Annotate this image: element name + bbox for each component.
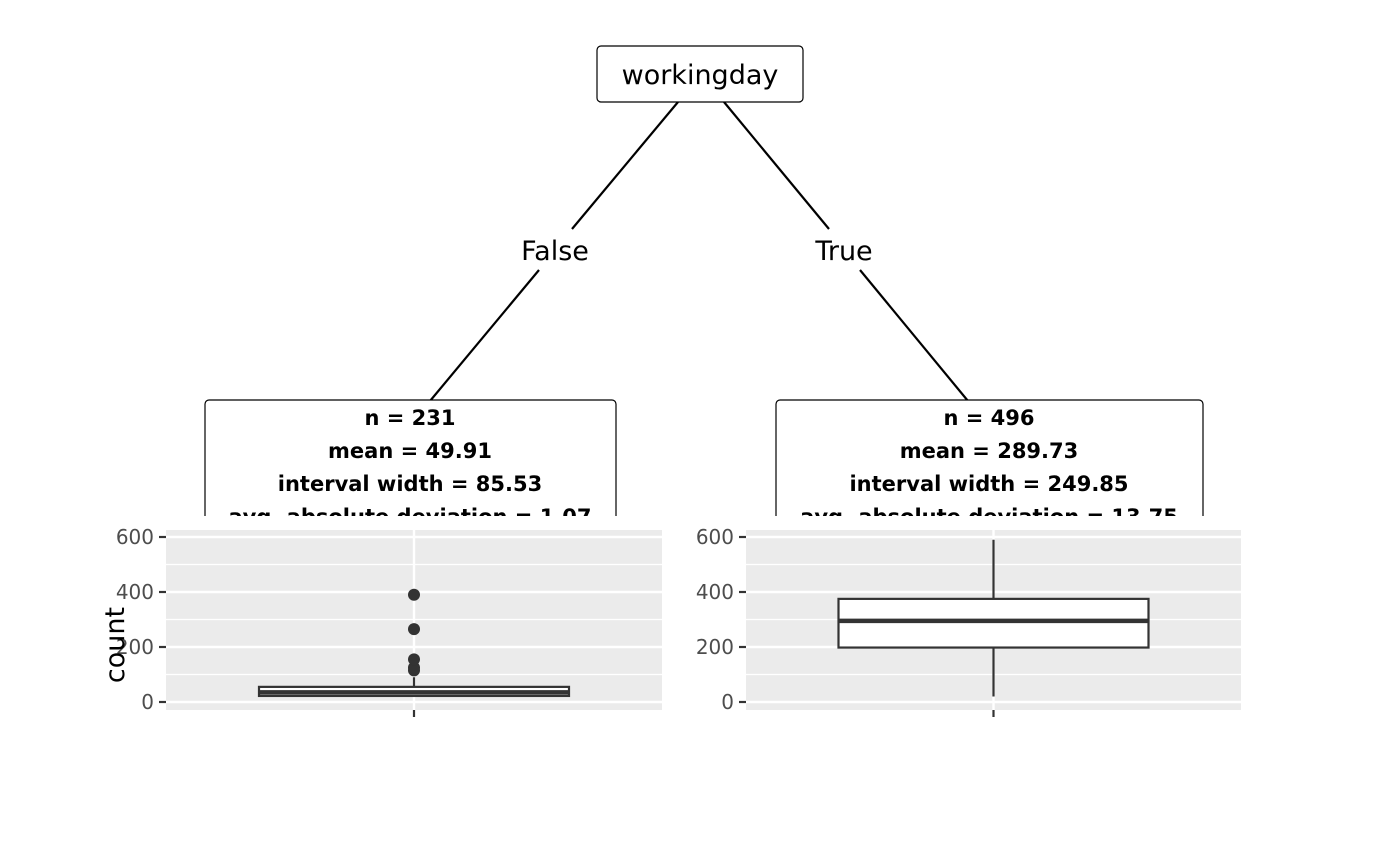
leaf-stat-n: n = 231 <box>364 406 455 430</box>
outlier-point <box>408 653 420 666</box>
y-tick-label: 600 <box>116 525 154 549</box>
leaf-node-true: n = 496 mean = 289.73 interval width = 2… <box>775 399 1204 537</box>
leaf-node-false: n = 231 mean = 49.91 interval width = 85… <box>204 399 617 537</box>
leaf-stat-n: n = 496 <box>943 406 1034 430</box>
outlier-point <box>408 623 420 636</box>
panel-strip-background <box>0 516 1400 532</box>
leaf-stat-interval-width: interval width = 249.85 <box>849 472 1128 496</box>
boxplot-panel-true: 0 200 400 600 <box>696 525 1241 717</box>
edge-false-upper <box>571 101 679 230</box>
root-node: workingday <box>596 45 804 103</box>
interquartile-box <box>837 597 1150 649</box>
y-tick-label: 200 <box>696 635 734 659</box>
edge-true-lower <box>859 269 969 402</box>
y-tick-label: 600 <box>696 525 734 549</box>
y-tick-label: 200 <box>116 635 154 659</box>
y-tick-label: 400 <box>116 580 154 604</box>
leaf-stat-mean: mean = 49.91 <box>328 439 492 463</box>
edge-true-upper <box>723 101 830 230</box>
boxplot-panel-false: 0 200 400 600 <box>116 525 662 717</box>
outlier-point <box>408 661 420 674</box>
y-tick-label: 400 <box>696 580 734 604</box>
leaf-stat-interval-width: interval width = 85.53 <box>278 472 542 496</box>
y-tick-label: 0 <box>721 690 734 714</box>
y-axis-title: count <box>100 607 131 683</box>
edge-false-lower <box>429 269 540 402</box>
edge-label-true: True <box>814 236 872 267</box>
y-tick-label: 0 <box>141 690 154 714</box>
outlier-point <box>408 588 420 601</box>
edge-label-false: False <box>521 236 589 267</box>
leaf-stat-mean: mean = 289.73 <box>900 439 1079 463</box>
root-node-label: workingday <box>622 60 779 91</box>
